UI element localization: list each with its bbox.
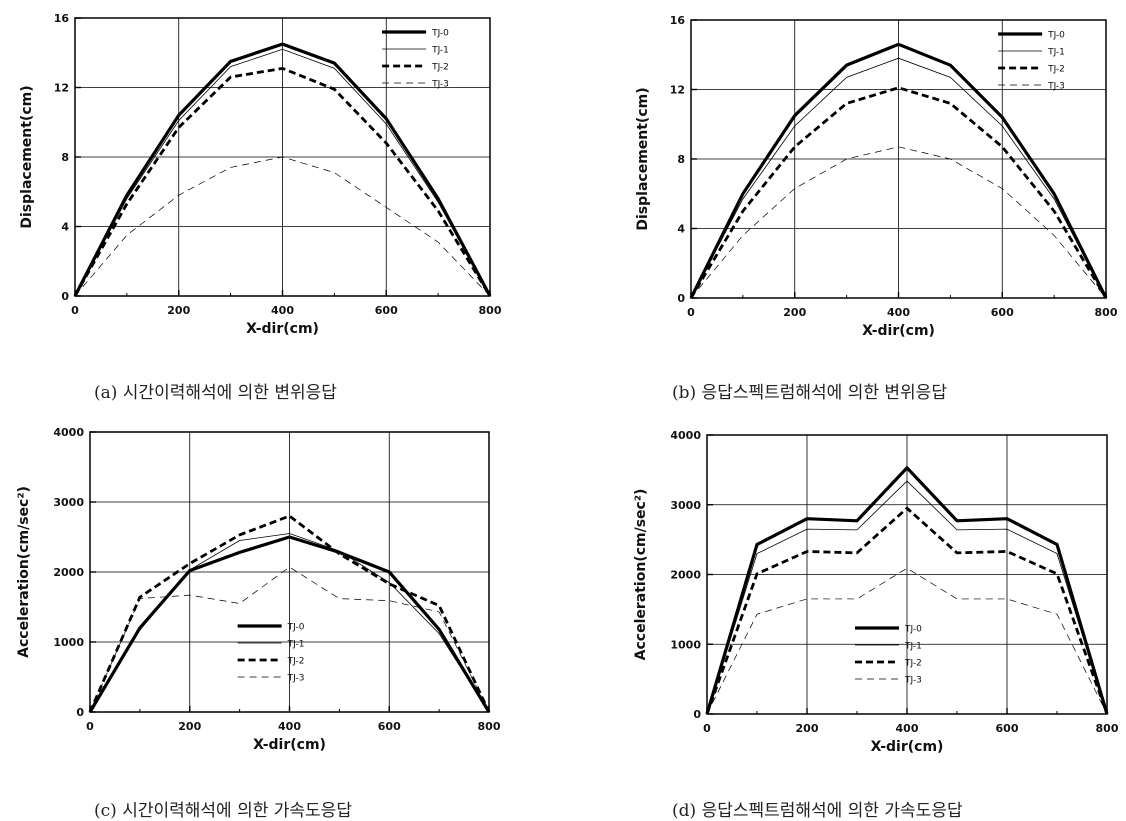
legend-label: TJ-0: [287, 623, 305, 633]
y-tick-label: 16: [54, 12, 70, 25]
chart-caption: (d) 응답스펙트럼해석에 의한 가속도응답: [672, 801, 963, 821]
y-axis-title: Acceleration(cm/sec²): [633, 489, 649, 661]
legend-label: TJ-3: [431, 80, 449, 90]
y-tick-label: 3000: [53, 496, 84, 509]
x-tick-label: 600: [996, 722, 1019, 735]
y-axis-title: Displacement(cm): [635, 87, 651, 230]
chart-panel-b: 0 200 400 600 800 0 4 8 12 16 X-dir(cm) Displacemen…: [600, 0, 1126, 403]
y-tick-label: 2000: [53, 566, 84, 579]
displacement-response-spectrum-chart: 0 200 400 600 800 0 4 8 12 16 X-dir(cm) Displacemen…: [635, 14, 1118, 339]
x-tick-label: 800: [479, 304, 502, 317]
x-tick-label: 800: [478, 720, 501, 733]
legend-label: TJ-0: [431, 29, 449, 39]
y-tick-label: 0: [76, 706, 84, 719]
y-axis-title: Acceleration(cm/sec²): [16, 486, 32, 658]
series-line-tj-2: [705, 506, 1109, 715]
legend-label: TJ-1: [1047, 48, 1065, 58]
x-axis-title: X-dir(cm): [871, 739, 944, 755]
legend-label: TJ-2: [431, 63, 449, 73]
x-tick-label: 400: [278, 720, 301, 733]
legend-label: TJ-0: [1047, 31, 1065, 41]
x-tick-label: 200: [783, 306, 806, 319]
y-tick-label: 16: [670, 14, 686, 27]
series-line-tj-2: [73, 66, 492, 297]
series-line-tj-1: [74, 48, 491, 297]
legend-label: TJ-3: [287, 674, 305, 684]
series-line-tj-1: [89, 533, 490, 713]
displacement-time-history-chart: 0 200 400 600 800 0 4 8 12 16 X-dir(cm) Displacemen…: [19, 12, 502, 337]
x-axis-title: X-dir(cm): [253, 737, 326, 753]
y-tick-label: 4000: [53, 426, 84, 439]
y-tick-label: 4000: [670, 429, 701, 442]
x-tick-label: 800: [1095, 306, 1118, 319]
chart-panel-a: 0 200 400 600 800 0 4 8 12 16 X-dir(cm) Displacemen…: [0, 0, 540, 403]
y-tick-label: 0: [693, 708, 701, 721]
legend-label: TJ-2: [287, 657, 305, 667]
x-tick-label: 200: [167, 304, 190, 317]
series-line-tj-3: [74, 156, 491, 297]
y-tick-label: 1000: [670, 638, 701, 651]
x-tick-label: 600: [375, 304, 398, 317]
y-tick-label: 0: [677, 292, 685, 305]
y-tick-label: 0: [61, 290, 69, 303]
x-tick-label: 800: [1096, 722, 1119, 735]
x-tick-label: 400: [887, 306, 910, 319]
legend-label: TJ-0: [904, 625, 922, 635]
chart-panel-c: 0 200 400 600 800 0 1000 2000 3000 4000 X-dir(cm) A…: [0, 418, 540, 821]
chart-panel-d: 0 200 400 600 800 0 1000 2000 3000 4000 X-dir(cm) A…: [600, 418, 1126, 821]
acceleration-response-spectrum-chart: 0 200 400 600 800 0 1000 2000 3000 4000 X-dir(cm) A…: [633, 429, 1119, 755]
y-axis-title: Displacement(cm): [19, 85, 35, 228]
x-axis-title: X-dir(cm): [862, 323, 935, 339]
legend-label: TJ-3: [1047, 82, 1065, 92]
x-tick-label: 0: [71, 304, 79, 317]
x-tick-label: 0: [687, 306, 695, 319]
x-axis-title: X-dir(cm): [246, 321, 319, 337]
y-tick-label: 4: [677, 223, 685, 236]
y-tick-label: 2000: [670, 569, 701, 582]
y-tick-label: 8: [677, 153, 685, 166]
x-tick-label: 600: [991, 306, 1014, 319]
series-line-tj-3: [690, 146, 1107, 299]
y-tick-label: 4: [61, 221, 69, 234]
x-tick-label: 600: [378, 720, 401, 733]
y-tick-label: 12: [54, 82, 69, 95]
legend-label: TJ-2: [1047, 65, 1065, 75]
x-tick-label: 200: [178, 720, 201, 733]
series-line-tj-1: [706, 480, 1108, 715]
x-tick-label: 0: [86, 720, 94, 733]
legend-label: TJ-1: [287, 640, 305, 650]
x-tick-label: 400: [896, 722, 919, 735]
y-tick-label: 1000: [53, 636, 84, 649]
chart-caption: (c) 시간이력해석에 의한 가속도응답: [94, 801, 352, 821]
series-line-tj-1: [690, 57, 1107, 299]
chart-caption: (a) 시간이력해석에 의한 변위응답: [94, 383, 337, 403]
series-line-tj-0: [705, 465, 1109, 715]
acceleration-time-history-chart: 0 200 400 600 800 0 1000 2000 3000 4000 X-dir(cm) A…: [16, 426, 501, 753]
y-tick-label: 12: [670, 84, 685, 97]
series-line-tj-0: [88, 535, 491, 713]
legend-label: TJ-3: [904, 676, 922, 686]
chart-caption: (b) 응답스펙트럼해석에 의한 변위응답: [672, 383, 947, 403]
x-tick-label: 0: [703, 722, 711, 735]
y-tick-label: 8: [61, 151, 69, 164]
series-line-tj-0: [73, 42, 492, 297]
legend-label: TJ-1: [431, 46, 449, 56]
y-tick-label: 3000: [670, 499, 701, 512]
legend-label: TJ-2: [904, 659, 922, 669]
x-tick-label: 200: [796, 722, 819, 735]
series-line-tj-2: [88, 514, 491, 713]
legend-label: TJ-1: [904, 642, 922, 652]
series-line-tj-0: [689, 42, 1108, 299]
x-tick-label: 400: [271, 304, 294, 317]
